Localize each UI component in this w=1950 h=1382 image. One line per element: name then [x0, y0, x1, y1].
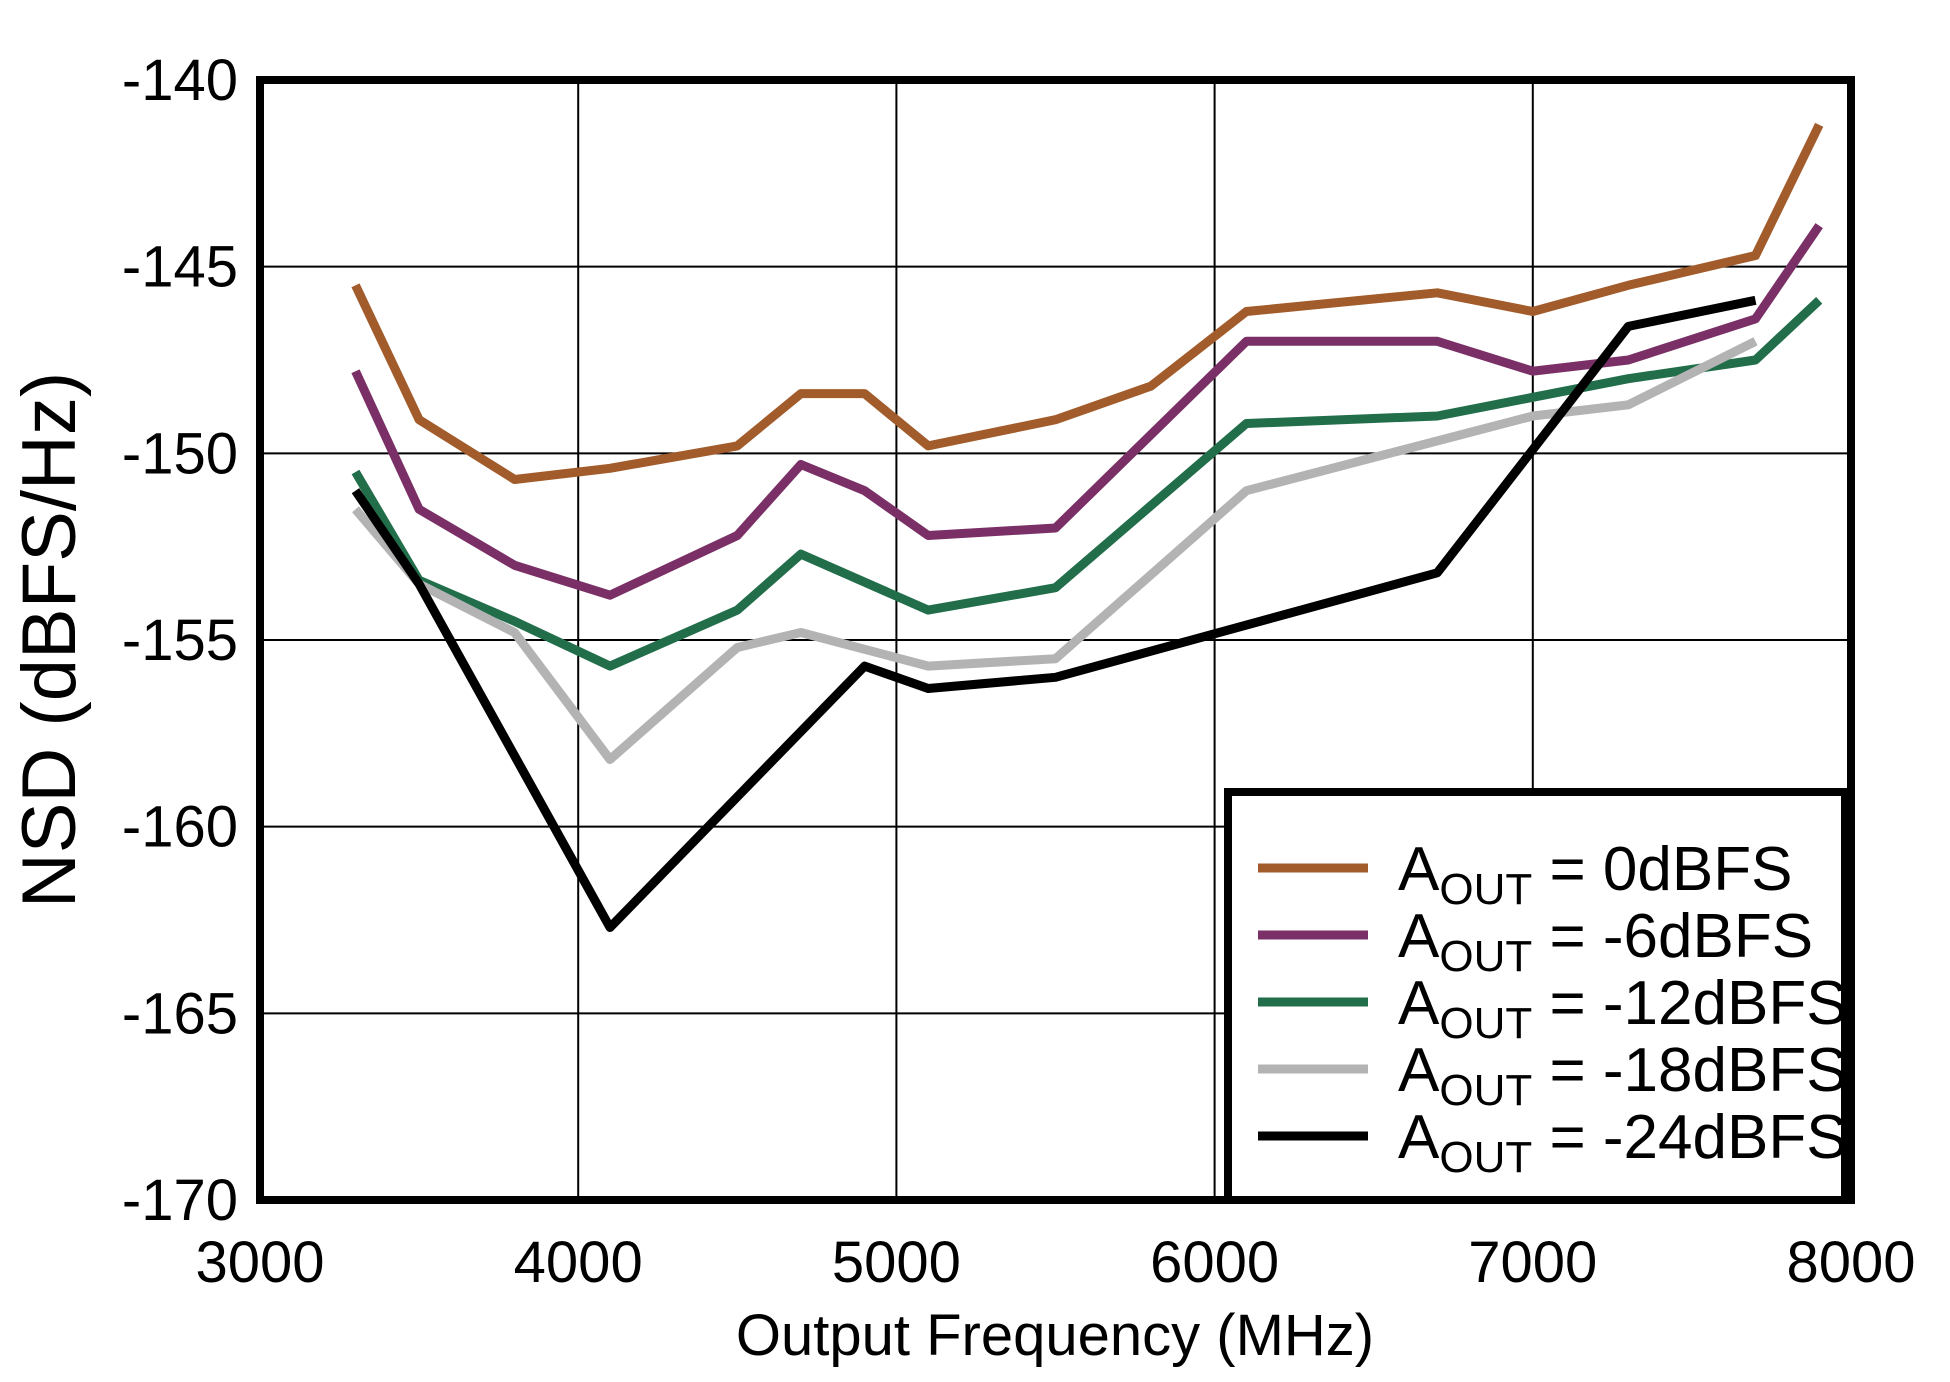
x-tick-label: 5000 — [832, 1230, 961, 1295]
plot-border — [256, 76, 1855, 1204]
x-tick-label: 3000 — [195, 1230, 324, 1295]
series-line-aout-0dbfs — [351, 122, 1824, 484]
x-tick-label: 7000 — [1468, 1230, 1597, 1295]
series-lines — [351, 122, 1824, 932]
y-tick-label: -145 — [122, 235, 238, 300]
legend-label: AOUT = -24dBFS — [1398, 1103, 1848, 1182]
x-tick-label: 4000 — [514, 1230, 643, 1295]
axis-frame — [256, 76, 1855, 1204]
legend-label: AOUT = -12dBFS — [1398, 969, 1848, 1048]
y-axis-title: NSD (dBFS/Hz) — [7, 372, 92, 908]
y-tick-label: -155 — [122, 608, 238, 673]
series-line-aout-18dbfs — [352, 337, 1758, 764]
legend-label: AOUT = -18dBFS — [1398, 1036, 1848, 1115]
y-tick-label: -170 — [122, 1168, 238, 1233]
x-tick-label: 6000 — [1150, 1230, 1279, 1295]
x-axis-title: Output Frequency (MHz) — [736, 1303, 1374, 1368]
series-line-aout-12dbfs — [351, 297, 1823, 671]
axis-tick-labels: 3000 4000 5000 6000 7000 8000 -170 -165 -160 -155… — [122, 48, 1916, 1295]
y-tick-label: -150 — [122, 421, 238, 486]
series-line-aout-24dbfs — [351, 295, 1757, 932]
y-tick-label: -160 — [122, 795, 238, 860]
x-tick-label: 8000 — [1786, 1230, 1915, 1295]
legend-label: AOUT = 0dBFS — [1398, 835, 1792, 914]
y-tick-label: -165 — [122, 981, 238, 1046]
legend-label: AOUT = -6dBFS — [1398, 902, 1813, 981]
y-tick-label: -140 — [122, 48, 238, 113]
